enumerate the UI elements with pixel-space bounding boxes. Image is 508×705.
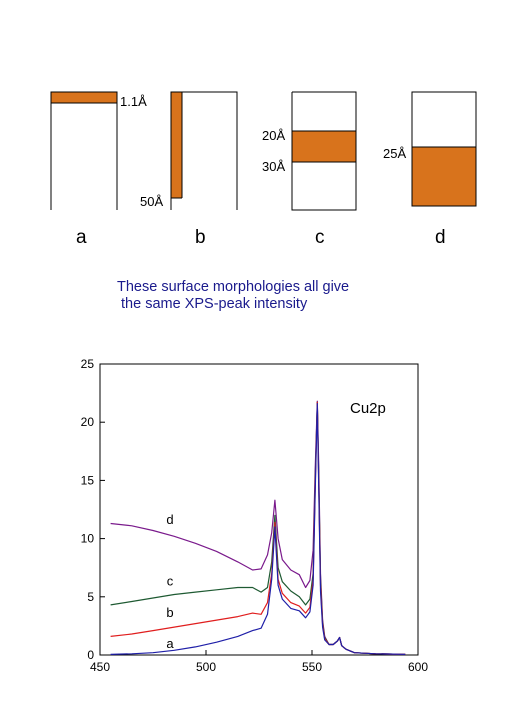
y-tick-label: 15 bbox=[81, 473, 95, 487]
y-tick-label: 0 bbox=[87, 648, 94, 662]
x-tick-label: 600 bbox=[408, 660, 428, 674]
diagram-b-letter: b bbox=[195, 227, 206, 248]
diagram-b-depth-label: 50Å bbox=[140, 194, 163, 209]
diagram-d-box bbox=[411, 91, 477, 207]
caption-line-1: These surface morphologies all give bbox=[117, 279, 349, 295]
series-label-d: d bbox=[166, 512, 173, 527]
x-tick-label: 550 bbox=[302, 660, 322, 674]
diagram-d-layer bbox=[412, 147, 476, 206]
series-line-b bbox=[110, 401, 406, 655]
y-tick-label: 10 bbox=[81, 532, 95, 546]
diagram-b-layer bbox=[171, 92, 182, 198]
diagram-b: 50Å b bbox=[140, 91, 238, 248]
series-label-b: b bbox=[166, 605, 173, 620]
diagram-d-depth-label: 25Å bbox=[383, 146, 406, 161]
chart-title: Cu2p bbox=[350, 400, 386, 417]
x-axis: 450 500 550 600 bbox=[90, 650, 428, 674]
x-tick-label: 450 bbox=[90, 660, 110, 674]
diagram-b-box bbox=[170, 91, 238, 210]
diagram-d-letter: d bbox=[435, 227, 446, 248]
diagram-c-letter: c bbox=[315, 227, 325, 248]
y-tick-label: 5 bbox=[87, 590, 94, 604]
y-axis: 0 5 10 15 20 25 bbox=[81, 357, 105, 662]
diagram-c: 20Å 30Å c bbox=[262, 91, 357, 248]
diagram-c-depth-label-top: 20Å bbox=[262, 128, 285, 143]
y-tick-label: 20 bbox=[81, 415, 95, 429]
cu2p-chart: 0 5 10 15 20 25 450 500 550 600 d c b a Cu2p bbox=[81, 357, 429, 674]
series-line-d bbox=[110, 400, 406, 655]
diagram-a-letter: a bbox=[76, 227, 87, 248]
diagram-c-box bbox=[291, 91, 357, 211]
diagram-a-layer bbox=[51, 92, 117, 103]
diagram-c-layer bbox=[292, 131, 356, 162]
caption-line-2: the same XPS-peak intensity bbox=[117, 296, 308, 312]
diagram-d: 25Å d bbox=[383, 91, 477, 248]
diagram-c-depth-label-bottom: 30Å bbox=[262, 159, 285, 174]
series-line-c bbox=[110, 401, 406, 655]
series-group: d c b a bbox=[110, 400, 406, 655]
diagram-a: 1.1Å a bbox=[50, 91, 147, 248]
diagram-a-depth-label: 1.1Å bbox=[120, 94, 147, 109]
diagram-a-box bbox=[50, 91, 118, 210]
series-label-a: a bbox=[166, 636, 174, 651]
y-tick-label: 25 bbox=[81, 357, 95, 371]
series-line-a bbox=[110, 403, 406, 655]
x-tick-label: 500 bbox=[196, 660, 216, 674]
series-label-c: c bbox=[167, 574, 174, 589]
plot-frame bbox=[99, 363, 419, 656]
